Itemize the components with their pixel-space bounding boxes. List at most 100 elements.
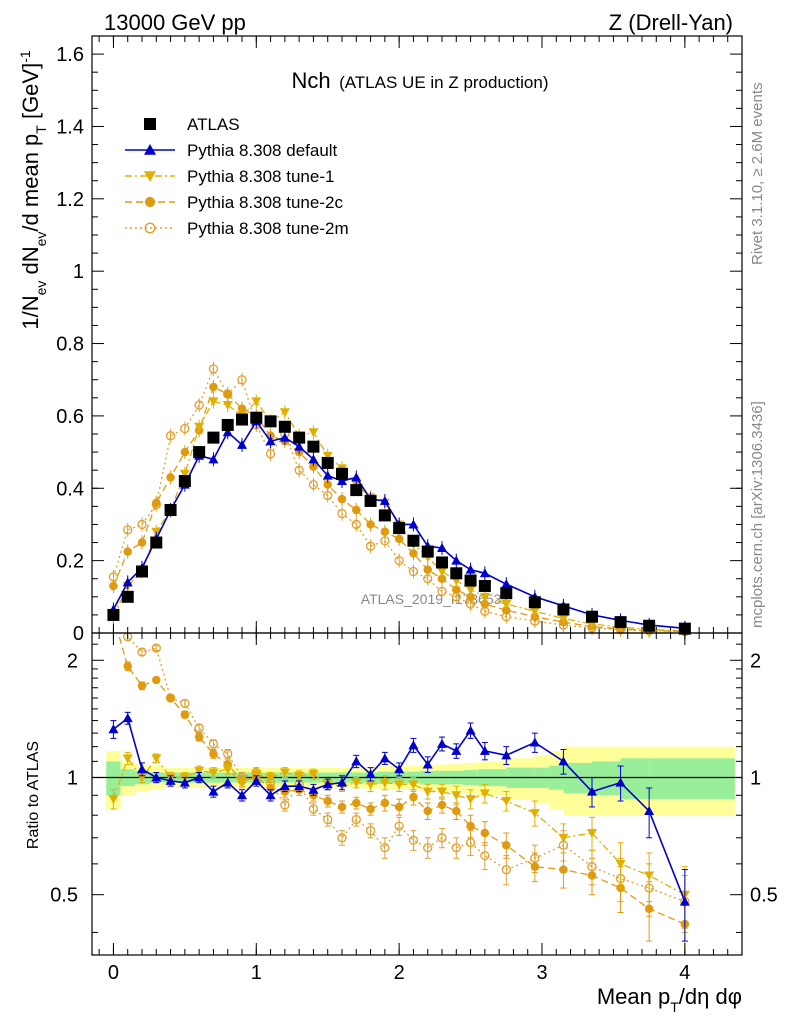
ratio-band-green xyxy=(620,758,650,800)
ratio-y-tick-label-right: 0.5 xyxy=(750,885,778,907)
main-data-point xyxy=(337,494,347,504)
ratio-data-point xyxy=(465,838,476,848)
ratio-y-tick-label-right: 1 xyxy=(750,767,761,789)
main-data-point xyxy=(452,585,461,594)
ratio-data-point xyxy=(587,871,597,880)
ratio-data-point xyxy=(194,732,204,742)
main-data-point xyxy=(121,590,134,603)
main-data-point xyxy=(308,454,319,464)
main-data-point xyxy=(164,503,177,516)
ratio-panel: 0.5 0.5 1 1 2 2 0 1 2 3 4 xyxy=(50,633,778,984)
ratio-data-point xyxy=(294,781,305,791)
ratio-data-point xyxy=(379,753,390,763)
main-data-point xyxy=(479,568,490,578)
ratio-data-point xyxy=(323,814,333,825)
main-data-point xyxy=(165,431,176,441)
ratio-data-point xyxy=(644,871,655,881)
ratio-data-point xyxy=(423,843,433,853)
x-tick-label: 4 xyxy=(679,962,690,984)
ratio-data-point xyxy=(465,725,476,735)
main-data-point xyxy=(137,519,147,530)
ratio-data-point xyxy=(308,784,319,794)
ratio-y-tick-label: 2 xyxy=(67,650,78,672)
main-data-point xyxy=(365,541,376,551)
main-data-point xyxy=(614,616,627,629)
ratio-y-tick-label: 1 xyxy=(67,767,78,789)
main-data-point xyxy=(394,555,404,566)
main-data-point xyxy=(279,432,290,442)
main-data-point xyxy=(557,603,570,616)
ratio-data-point xyxy=(365,826,376,836)
main-data-point xyxy=(222,401,233,411)
main-y-zero-label: 0 xyxy=(73,623,84,645)
main-data-point xyxy=(222,427,233,437)
ratio-data-point xyxy=(280,800,290,810)
legend-marker xyxy=(144,171,156,182)
ratio-data-point xyxy=(194,772,205,782)
main-data-point xyxy=(278,420,291,433)
ratio-data-point xyxy=(480,850,490,861)
main-title: Nch xyxy=(291,68,330,93)
main-data-point xyxy=(351,472,362,482)
main-data-point xyxy=(237,439,247,449)
main-y-tick-label: 1.6 xyxy=(56,44,84,66)
ratio-data-point xyxy=(137,647,147,657)
main-data-point xyxy=(678,622,691,635)
ratio-data-point xyxy=(679,896,690,906)
ratio-data-point xyxy=(558,756,569,766)
main-data-point xyxy=(294,465,304,475)
main-data-point xyxy=(179,469,190,479)
main-data-point xyxy=(352,505,361,515)
main-y-tick-label: 1 xyxy=(73,261,84,283)
header-right: Z (Drell-Yan) xyxy=(609,10,733,35)
x-axis-title: Mean pT/dη dφ xyxy=(597,984,742,1015)
x-tick-label: 1 xyxy=(251,962,262,984)
main-data-point xyxy=(237,404,247,413)
ratio-data-point xyxy=(351,778,362,788)
main-data-point xyxy=(150,536,163,549)
ratio-data-point xyxy=(644,806,655,816)
ratio-data-point xyxy=(379,778,390,788)
main-data-point xyxy=(393,522,406,535)
ratio-data-point xyxy=(323,796,332,806)
ratio-data-point xyxy=(380,843,390,853)
main-y-tick-label: 0.4 xyxy=(56,478,84,500)
ratio-data-point xyxy=(151,643,161,653)
ratio-data-point xyxy=(587,786,597,796)
main-data-point xyxy=(337,508,347,519)
main-data-point xyxy=(437,586,447,597)
legend-marker xyxy=(144,196,156,208)
main-data-point xyxy=(408,519,419,529)
ratio-data-point xyxy=(558,833,569,843)
main-data-point xyxy=(350,484,363,497)
ratio-data-point xyxy=(194,766,205,776)
mcplots-label: mcplots.cern.ch [arXiv:1306.3436] xyxy=(749,401,766,628)
main-data-point xyxy=(250,411,263,424)
ratio-data-point xyxy=(223,749,233,759)
ratio-data-point xyxy=(615,777,626,787)
main-data-point xyxy=(107,608,120,621)
ratio-data-point xyxy=(408,835,419,845)
main-data-point xyxy=(322,451,333,461)
main-data-point xyxy=(558,614,569,624)
main-data-point xyxy=(136,565,148,578)
ratio-data-point xyxy=(122,713,133,723)
ratio-band-green xyxy=(563,762,592,794)
main-data-point xyxy=(251,397,262,407)
main-data-point xyxy=(208,397,219,407)
x-tick-label: 3 xyxy=(536,962,547,984)
main-data-point xyxy=(465,564,476,574)
main-data-point xyxy=(450,567,463,580)
main-data-point xyxy=(366,520,375,529)
main-data-point xyxy=(479,592,490,602)
ratio-data-point xyxy=(465,795,476,805)
ratio-data-point xyxy=(180,710,190,719)
main-data-point xyxy=(194,422,205,432)
main-data-point xyxy=(208,454,219,464)
ratio-data-point xyxy=(308,804,319,814)
main-data-point xyxy=(321,456,334,469)
ratio-data-point xyxy=(108,795,119,805)
ratio-data-point xyxy=(222,777,233,787)
main-panel: 0.2 0.4 0.6 0.8 1 1.2 1.4 1.6 0 xyxy=(56,36,742,645)
main-data-point xyxy=(451,555,462,565)
